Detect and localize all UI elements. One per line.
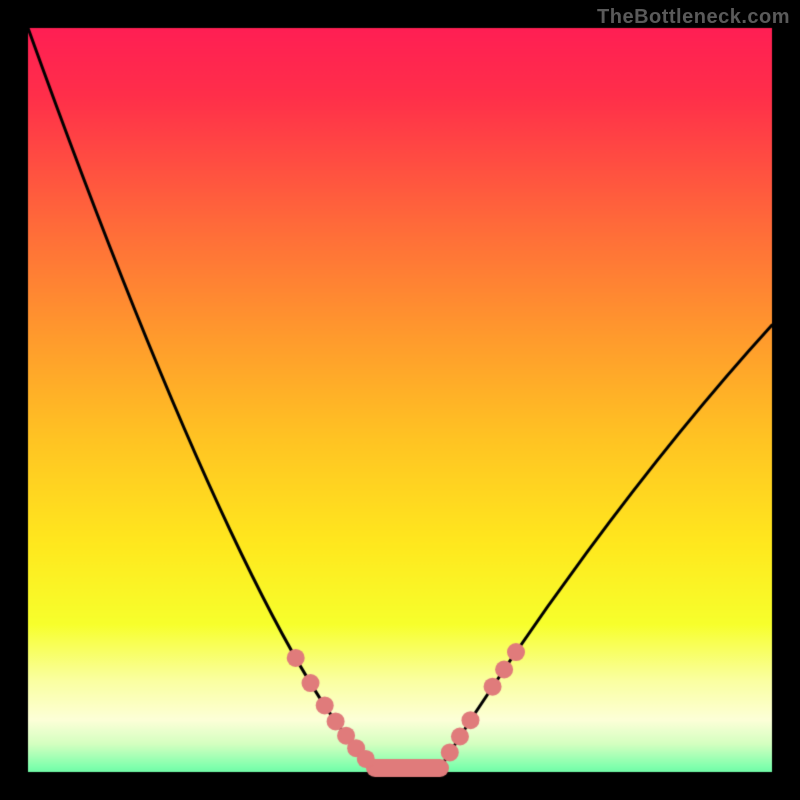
chart-canvas bbox=[0, 0, 800, 800]
chart-stage: TheBottleneck.com bbox=[0, 0, 800, 800]
